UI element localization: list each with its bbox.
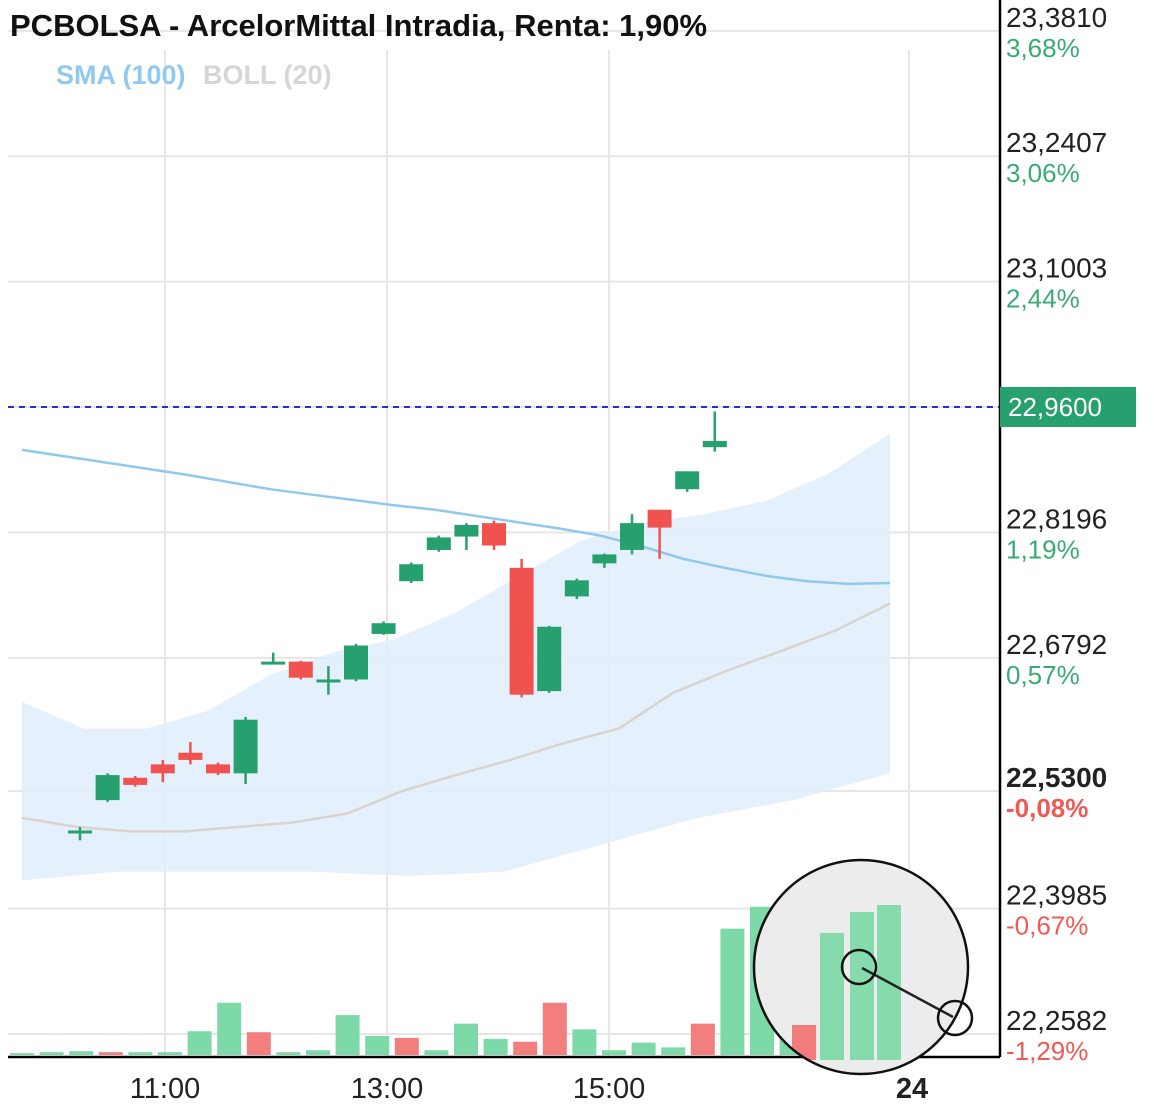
pct-tick-label: 3,06% — [1006, 158, 1080, 188]
price-tick-label: 22,3985 — [1006, 880, 1107, 911]
volume-bar — [39, 1052, 64, 1055]
volume-bar — [158, 1052, 182, 1055]
lens-handle-circle — [936, 999, 974, 1037]
volume-bar — [513, 1041, 538, 1055]
candle-body — [482, 523, 506, 546]
candle-body — [509, 567, 534, 695]
pct-tick-label: 3,68% — [1006, 33, 1080, 63]
lens-content — [792, 905, 901, 1060]
price-tick-label: 23,3810 — [1006, 2, 1107, 33]
price-tick-label: 22,8196 — [1006, 503, 1107, 534]
sma-legend[interactable]: SMA (100) — [56, 60, 186, 90]
candle-body — [454, 524, 479, 537]
time-tick-label: 15:00 — [573, 1073, 646, 1105]
lens-ring — [752, 858, 970, 1076]
candle-body — [344, 645, 368, 680]
pct-tick-label: 0,57% — [1006, 660, 1080, 690]
candle-body — [206, 764, 230, 774]
candle-body — [620, 523, 644, 550]
candle-body — [123, 777, 148, 785]
price-tick-label: 22,5300 — [1006, 762, 1107, 793]
candle-body — [592, 554, 617, 564]
volume-bar — [335, 1015, 360, 1055]
volume-bar — [661, 1047, 686, 1055]
time-tick-label: 13:00 — [351, 1073, 424, 1105]
volume-bars — [10, 903, 804, 1055]
candle-body — [178, 752, 203, 760]
volume-bar — [365, 1036, 390, 1055]
volume-bar — [454, 1023, 478, 1055]
sma-line — [21, 448, 891, 586]
volume-bar — [10, 1053, 34, 1055]
lens-volume-bar — [850, 912, 874, 1060]
candle-body — [233, 719, 258, 774]
candle-body — [647, 509, 672, 528]
candle-body — [95, 775, 120, 801]
candle-body — [564, 580, 589, 597]
volume-bar — [246, 1032, 271, 1055]
lens-pointer — [861, 966, 954, 1019]
time-tick-label: 11:00 — [130, 1073, 200, 1105]
volume-bar — [602, 1050, 626, 1055]
time-tick-label: 24 — [896, 1073, 928, 1105]
volume-bar — [690, 1023, 715, 1055]
lens-volume-bar — [820, 933, 844, 1060]
volume-bar — [306, 1050, 330, 1055]
pct-tick-label: -1,29% — [1006, 1036, 1088, 1066]
pct-tick-label: 1,19% — [1006, 534, 1080, 564]
magnifier-lens — [752, 858, 974, 1076]
boll-legend[interactable]: BOLL (20) — [203, 60, 332, 90]
volume-bar — [542, 1002, 567, 1055]
candle-body — [371, 623, 396, 634]
volume-bar — [128, 1052, 153, 1055]
volume-bar — [572, 1029, 597, 1055]
indicator-lines — [8, 406, 1000, 833]
time-axis: 11:00 13:00 15:00 24 — [130, 1073, 928, 1105]
volume-bar — [98, 1052, 123, 1055]
price-tick-label: 22,2582 — [1006, 1005, 1107, 1036]
candle-body — [426, 537, 451, 550]
pct-tick-label: -0,67% — [1006, 911, 1088, 941]
price-tick-label: 22,6792 — [1006, 629, 1107, 660]
chart-title: PCBOLSA - ArcelorMittal Intradia, Renta:… — [10, 8, 708, 43]
price-tick-label: 23,2407 — [1006, 127, 1107, 158]
volume-bar — [217, 1002, 242, 1055]
volume-bar — [187, 1031, 212, 1055]
candle-body — [68, 830, 92, 834]
indicator-legend: SMA (100) BOLL (20) — [56, 60, 332, 91]
boll-middle-line — [21, 602, 891, 833]
candle-body — [316, 679, 341, 683]
candlesticks — [68, 411, 727, 841]
candle-body — [288, 661, 313, 678]
lens-focus-circle — [840, 948, 878, 986]
volume-bar — [631, 1042, 656, 1055]
candle-body — [702, 440, 727, 448]
candle-body — [675, 471, 700, 490]
volume-bar — [276, 1052, 301, 1055]
price-tick-label: 23,1003 — [1006, 253, 1107, 284]
candle-body — [261, 661, 286, 665]
pct-tick-label: -0,08% — [1006, 793, 1088, 823]
candle-body — [537, 626, 562, 692]
pct-tick-label: 2,44% — [1006, 284, 1080, 314]
current-price-badge: 22,9600 — [1000, 387, 1136, 427]
volume-bar — [424, 1050, 449, 1055]
volume-bar — [394, 1037, 419, 1055]
volume-bar — [720, 928, 745, 1055]
candle-body — [150, 764, 175, 774]
candle-body — [399, 564, 424, 582]
volume-bar — [69, 1051, 94, 1055]
volume-bar — [483, 1038, 508, 1055]
